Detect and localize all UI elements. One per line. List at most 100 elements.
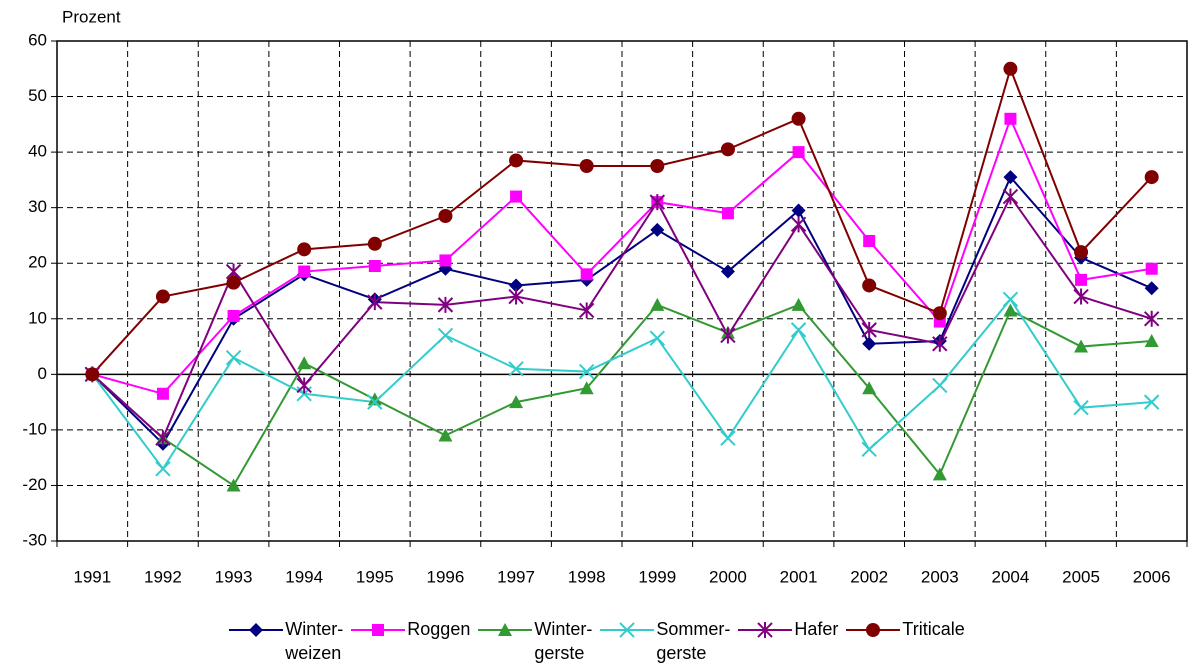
legend-item: Sommer- gerste	[598, 617, 730, 665]
legend-item: Hafer	[736, 617, 838, 665]
marker	[578, 302, 595, 319]
marker	[757, 622, 774, 638]
legend-label: Winter- weizen	[285, 619, 344, 663]
marker	[720, 142, 735, 157]
series-line	[92, 116, 1152, 395]
x-tick-label: 1997	[497, 567, 535, 586]
series-line	[91, 65, 1153, 376]
marker	[720, 327, 736, 344]
x-tick-label: 1994	[285, 567, 323, 586]
marker	[297, 242, 312, 257]
marker	[578, 363, 595, 380]
marker	[1144, 281, 1159, 296]
marker	[509, 278, 524, 293]
marker	[225, 349, 242, 366]
marker	[649, 194, 666, 211]
marker	[720, 264, 735, 279]
marker	[1074, 245, 1089, 260]
marker	[498, 623, 513, 636]
marker	[367, 294, 383, 311]
marker	[1003, 303, 1018, 317]
y-tick-label: -30	[22, 530, 47, 549]
x-tick-label: 1991	[73, 567, 111, 586]
x-tick-label: 2005	[1062, 567, 1100, 586]
marker	[619, 622, 636, 638]
marker	[1002, 291, 1019, 308]
marker	[156, 387, 169, 400]
y-tick-label: 0	[38, 364, 47, 383]
marker	[439, 254, 452, 267]
marker	[368, 260, 381, 272]
marker	[791, 297, 806, 311]
marker	[510, 190, 523, 203]
x-tick-label: 1993	[215, 567, 253, 586]
marker	[650, 297, 665, 311]
marker	[1074, 339, 1089, 353]
marker	[650, 222, 665, 237]
marker	[790, 322, 807, 338]
series-line	[91, 194, 1152, 440]
marker	[226, 275, 241, 290]
legend-icon	[846, 623, 901, 637]
legend-item: Triticale	[844, 617, 965, 665]
marker	[792, 146, 805, 159]
marker	[1075, 273, 1088, 286]
marker	[1002, 188, 1019, 205]
x-tick-label: 2000	[709, 567, 747, 586]
marker	[298, 265, 311, 278]
marker	[932, 467, 947, 481]
x-tick-label: 1995	[356, 567, 394, 586]
marker	[227, 310, 240, 322]
marker	[509, 395, 524, 409]
marker	[85, 367, 100, 382]
series-line	[91, 297, 1152, 471]
marker	[372, 624, 385, 636]
marker	[1004, 112, 1017, 125]
marker	[650, 159, 665, 173]
marker	[1144, 170, 1159, 185]
legend-icon	[478, 623, 533, 636]
legend-label: Sommer- gerste	[656, 619, 731, 663]
marker	[720, 430, 736, 446]
legend-icon	[600, 622, 655, 638]
y-tick-label: 60	[28, 30, 47, 49]
marker	[249, 623, 264, 637]
marker	[791, 203, 806, 218]
legend-icon	[351, 624, 406, 636]
marker	[580, 268, 593, 281]
marker	[861, 321, 877, 338]
marker	[862, 278, 877, 293]
x-tick-label: 2001	[780, 567, 818, 586]
marker	[862, 381, 877, 395]
marker	[1003, 170, 1018, 185]
marker	[790, 216, 807, 233]
y-tick-label: -20	[22, 475, 47, 494]
legend-item: Winter- weizen	[227, 617, 343, 665]
marker	[932, 335, 948, 352]
legend-item: Roggen	[349, 617, 470, 665]
marker	[438, 428, 453, 442]
marker	[508, 288, 524, 305]
chart: Prozent -30 -20 -10 0 10 20 30 40 50 60 1991 1992 19…	[22, 7, 1188, 586]
marker	[155, 430, 171, 447]
marker	[367, 236, 382, 251]
legend-label: Roggen	[407, 619, 471, 639]
y-tick-label: 50	[28, 86, 47, 105]
legend: Winter- weizen Roggen Winter- gerste Sommer…	[0, 617, 1192, 665]
x-tick-label: 2002	[850, 567, 888, 586]
marker	[1073, 288, 1089, 305]
marker	[862, 336, 877, 351]
y-tick-label: 40	[28, 142, 47, 161]
marker	[863, 235, 876, 247]
x-tick-label: 1998	[568, 567, 606, 586]
marker	[1144, 334, 1159, 347]
marker	[1073, 399, 1089, 416]
y-tick-label: -10	[22, 419, 47, 438]
marker	[1145, 262, 1158, 275]
marker	[721, 207, 734, 220]
x-tick-label: 2006	[1133, 567, 1171, 586]
y-tick-label: 20	[28, 253, 47, 272]
marker	[508, 361, 524, 377]
legend-label: Hafer	[794, 619, 839, 639]
marker	[932, 377, 948, 394]
